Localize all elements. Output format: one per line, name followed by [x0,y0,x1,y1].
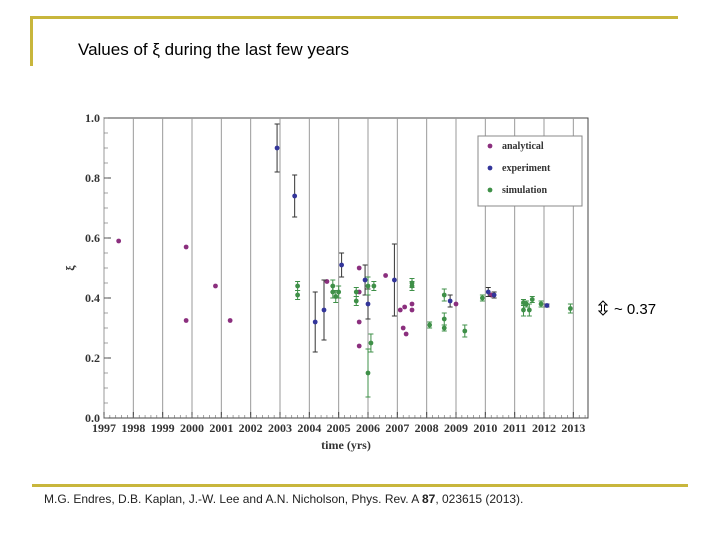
simulation-point [568,306,573,311]
x-tick-label: 1999 [151,421,175,435]
x-tick-label: 2011 [503,421,526,435]
simulation-point [295,283,300,289]
x-tick-label: 2001 [209,421,233,435]
analytical-point [402,304,408,310]
citation-volume: 87 [421,492,436,506]
simulation-point [441,325,447,331]
legend-marker-analytical [487,143,493,149]
simulation-point [336,289,342,295]
approx-value: ~ 0.37 [597,300,657,320]
experiment-point [447,298,453,304]
analytical-point [356,265,362,271]
experiment-point [292,193,298,199]
simulation-point [409,283,415,289]
y-axis-title: ξ [63,265,77,271]
approx-label: ~ 0.37 [614,300,657,318]
experiment-point [339,262,344,268]
experiment-point [321,307,327,313]
x-tick-label: 1997 [92,421,116,435]
simulation-point [538,301,544,307]
slide-frame-left [30,16,33,66]
experiment-point [274,145,280,151]
analytical-point [400,325,406,331]
x-tick-label: 2000 [180,421,204,435]
legend-label-simulation: simulation [502,185,547,196]
citation-suffix: , 023615 (2013). [435,492,524,506]
x-tick-label: 2005 [327,421,351,435]
slide-frame-bottom [32,484,688,487]
simulation-point [462,328,468,334]
experiment-point [544,303,550,308]
x-tick-label: 2009 [444,421,468,435]
analytical-point [453,301,459,307]
x-tick-label: 2004 [297,421,321,435]
simulation-point [427,322,432,328]
simulation-point [368,340,374,346]
analytical-point [409,301,415,307]
citation: M.G. Endres, D.B. Kaplan, J.-W. Lee and … [44,492,523,506]
simulation-point [524,301,529,307]
simulation-point [529,297,535,302]
simulation-point [441,316,447,322]
simulation-point [526,307,532,313]
x-tick-label: 2006 [356,421,380,435]
x-tick-label: 2003 [268,421,292,435]
legend-box [477,135,583,207]
y-tick-label: 0.8 [85,171,100,185]
legend-label-analytical: analytical [502,141,544,152]
simulation-point [441,292,447,298]
analytical-point [356,319,362,325]
y-tick-label: 1.0 [85,111,100,125]
slide-title: Values of ξ during the last few years [78,40,349,59]
y-tick-label: 0.2 [85,351,100,365]
analytical-point [409,307,415,313]
y-tick-label: 0.4 [85,291,100,305]
analytical-point [183,318,189,323]
simulation-point [353,289,359,295]
simulation-point [295,292,300,298]
analytical-point [356,343,362,349]
experiment-point [491,292,497,298]
x-tick-label: 2008 [415,421,439,435]
x-axis-title: time (yrs) [321,438,371,452]
experiment-point [362,277,368,283]
experiment-point [365,301,371,307]
y-tick-label: 0.0 [85,411,100,425]
analytical-point [397,307,403,313]
legend-marker-experiment [487,165,493,171]
citation-prefix: M.G. Endres, D.B. Kaplan, J.-W. Lee and … [44,492,422,506]
analytical-point [116,238,122,244]
x-tick-label: 2002 [239,421,263,435]
experiment-point [485,289,491,295]
x-tick-label: 2010 [473,421,497,435]
updown-arrow-icon [597,300,609,320]
y-tick-label: 0.6 [85,231,100,245]
analytical-point [227,318,233,323]
x-tick-label: 2012 [532,421,556,435]
experiment-point [392,277,397,283]
experiment-point [312,319,318,325]
simulation-point [371,283,377,289]
x-tick-label: 1998 [121,421,145,435]
slide-frame-top [32,16,678,19]
x-tick-label: 2013 [561,421,585,435]
analytical-point [383,273,388,278]
analytical-point [403,331,409,337]
legend-label-experiment: experiment [502,163,551,174]
analytical-point [183,244,189,250]
legend-marker-simulation [487,187,493,193]
analytical-point [213,283,218,289]
simulation-point [365,283,371,289]
simulation-point [480,295,485,301]
simulation-point [353,298,359,304]
x-tick-label: 2007 [385,421,409,435]
simulation-point [365,370,371,376]
simulation-point [521,307,526,313]
